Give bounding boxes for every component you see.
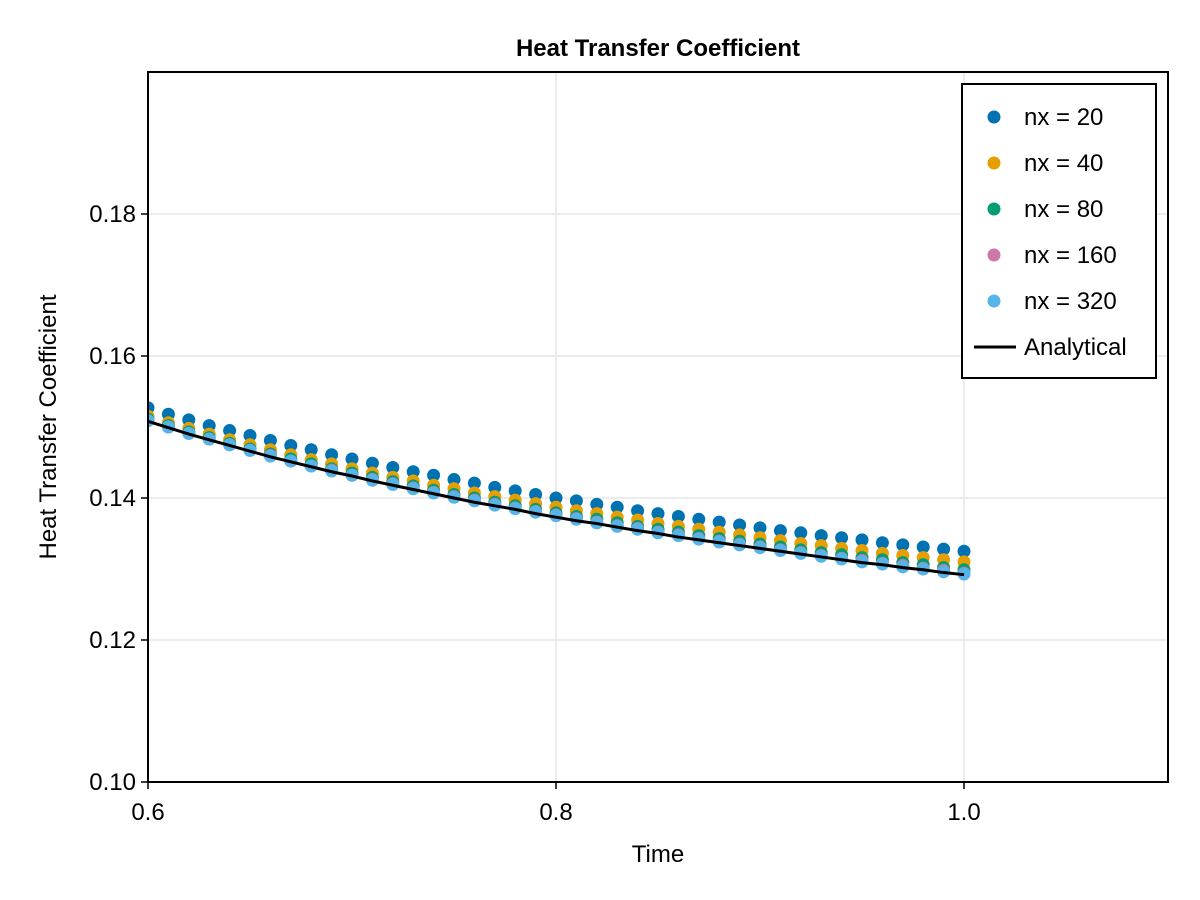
y-tick-label: 0.16 bbox=[89, 343, 136, 370]
data-point bbox=[529, 487, 543, 501]
legend-label: nx = 160 bbox=[1024, 242, 1117, 269]
legend-marker bbox=[987, 248, 1001, 262]
plot-frame bbox=[147, 71, 1169, 783]
data-point bbox=[835, 531, 849, 545]
y-tick-label: 0.18 bbox=[89, 201, 136, 228]
data-point bbox=[243, 429, 257, 443]
legend-label: nx = 320 bbox=[1024, 288, 1117, 315]
data-point bbox=[651, 507, 665, 521]
axis-ticks: 0.6 0.8 1.0 0.10 0.12 0.14 0.16 0.18 bbox=[89, 201, 980, 826]
data-point bbox=[447, 473, 461, 487]
data-point bbox=[855, 533, 869, 547]
data-point bbox=[794, 526, 808, 540]
legend-label: nx = 40 bbox=[1024, 150, 1103, 177]
data-point bbox=[467, 476, 481, 490]
data-point bbox=[284, 438, 298, 452]
chart-title: Heat Transfer Coefficient bbox=[516, 35, 800, 62]
data-point bbox=[610, 500, 624, 514]
data-point bbox=[671, 509, 685, 523]
data-point bbox=[773, 524, 787, 538]
legend-marker bbox=[987, 110, 1001, 124]
x-tick-label: 0.8 bbox=[539, 799, 572, 826]
data-point bbox=[406, 465, 420, 479]
legend-label: nx = 20 bbox=[1024, 104, 1103, 131]
legend-box bbox=[961, 83, 1157, 379]
y-tick-label: 0.12 bbox=[89, 627, 136, 654]
legend-marker bbox=[987, 294, 1001, 308]
data-point bbox=[569, 494, 583, 508]
data-point bbox=[631, 504, 645, 518]
data-point bbox=[814, 529, 828, 543]
x-axis-label: Time bbox=[632, 841, 684, 868]
legend-label: Analytical bbox=[1024, 334, 1127, 361]
legend-label: nx = 80 bbox=[1024, 196, 1103, 223]
data-point bbox=[325, 448, 339, 462]
data-point bbox=[590, 497, 604, 511]
data-point bbox=[733, 518, 747, 532]
legend-marker bbox=[987, 156, 1001, 170]
data-point bbox=[957, 544, 971, 558]
data-point bbox=[304, 443, 318, 457]
data-point bbox=[365, 456, 379, 470]
x-tick-label: 1.0 bbox=[947, 799, 980, 826]
data-point bbox=[937, 542, 951, 556]
data-point bbox=[712, 515, 726, 529]
data-point bbox=[916, 540, 930, 554]
plot-area bbox=[148, 401, 971, 581]
legend: nx = 20 nx = 40 nx = 80 nx = 160 nx = 320 Ana… bbox=[961, 83, 1157, 379]
legend-marker bbox=[987, 202, 1001, 216]
data-point bbox=[875, 536, 889, 550]
data-point bbox=[508, 484, 522, 498]
y-tick-label: 0.14 bbox=[89, 485, 136, 512]
data-point bbox=[488, 480, 502, 494]
data-point bbox=[427, 468, 441, 482]
data-point bbox=[753, 521, 767, 535]
data-point bbox=[549, 491, 563, 505]
analytical-line bbox=[148, 419, 965, 577]
data-point bbox=[345, 452, 359, 466]
data-point bbox=[896, 538, 910, 552]
data-point bbox=[692, 512, 706, 526]
data-point bbox=[263, 433, 277, 447]
y-axis-label: Heat Transfer Coefficient bbox=[35, 294, 62, 559]
x-tick-label: 0.6 bbox=[131, 799, 164, 826]
data-point bbox=[386, 460, 400, 474]
y-tick-label: 0.10 bbox=[89, 769, 136, 796]
data-point bbox=[223, 424, 237, 438]
